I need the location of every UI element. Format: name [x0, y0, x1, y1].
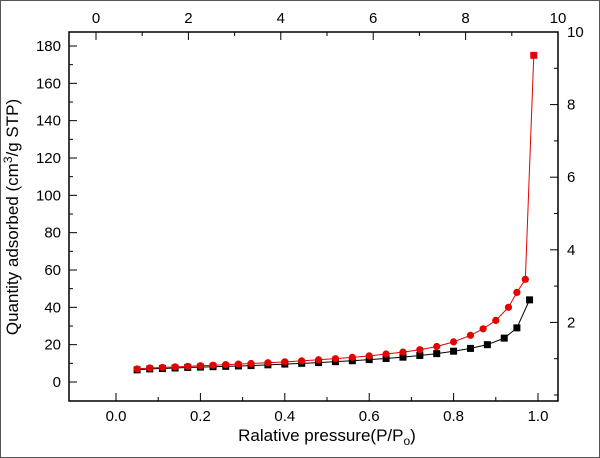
x-tick-label: 1.0 — [528, 408, 549, 425]
black-squares-isotherm-point — [399, 353, 407, 361]
red-circles-isotherm-point — [365, 352, 373, 360]
red-circles-isotherm-point — [450, 338, 458, 346]
right-tick-label: 8 — [567, 97, 575, 114]
red-circles-isotherm-point — [146, 364, 154, 372]
x-tick-label: 0.2 — [190, 408, 211, 425]
red-circles-isotherm-point — [184, 362, 192, 370]
red-circles-isotherm-point — [513, 288, 521, 296]
red-circles-isotherm-point — [348, 353, 356, 361]
top-tick-label: 8 — [461, 10, 469, 27]
y-tick-label: 180 — [36, 38, 61, 55]
top-tick-label: 4 — [277, 10, 285, 27]
black-squares-isotherm-point — [365, 356, 373, 364]
x-axis-title-sub: o — [403, 434, 410, 448]
plot-area: 0.0 0.2 0.4 0.6 0.8 1.00204060801001201401601… — [36, 10, 584, 425]
black-squares-isotherm-point — [483, 341, 491, 349]
red-circles-isotherm-point — [234, 360, 242, 368]
red-circles-isotherm-point — [196, 362, 204, 370]
red-circles-isotherm-point — [264, 359, 272, 367]
x-axis-title-pre: Ralative pressure(P/P — [238, 426, 403, 445]
red-circles-isotherm-point — [382, 350, 390, 358]
red-circles-isotherm-point — [530, 51, 538, 59]
y-tick-label: 100 — [36, 187, 61, 204]
red-circles-isotherm-point — [158, 363, 167, 372]
red-circles-isotherm-point — [209, 361, 217, 369]
y-axis-title: Quantity adsorbed (cm3/g STP) — [1, 99, 22, 335]
y-tick-label: 140 — [36, 113, 61, 130]
top-tick-label: 6 — [369, 10, 377, 27]
red-circles-isotherm-point — [281, 358, 289, 366]
red-circles-isotherm-point — [521, 275, 529, 283]
red-circles-isotherm-point — [399, 348, 407, 356]
red-circles-isotherm-line — [137, 55, 535, 370]
y-tick-label: 60 — [44, 262, 61, 279]
x-tick-label: 0.6 — [359, 408, 380, 425]
x-tick-label: 0.8 — [443, 408, 464, 425]
y-tick-label: 20 — [44, 337, 61, 354]
x-tick-label: 0.4 — [274, 408, 295, 425]
top-tick-label: 10 — [550, 10, 567, 27]
red-circles-isotherm-point — [492, 316, 500, 324]
red-circles-isotherm-point — [298, 357, 306, 365]
x-axis-title-post: ) — [410, 426, 416, 445]
y-tick-label: 120 — [36, 150, 61, 167]
red-circles-isotherm-point — [222, 361, 230, 369]
top-tick-label: 2 — [184, 10, 192, 27]
red-circles-isotherm-point — [247, 359, 255, 368]
red-circles-isotherm-point — [416, 346, 424, 354]
black-squares-isotherm-point — [433, 350, 441, 358]
red-circles-isotherm-point — [504, 303, 513, 311]
y-tick-label: 80 — [44, 225, 61, 242]
black-squares-isotherm-point — [416, 351, 424, 359]
black-squares-isotherm-point — [450, 347, 458, 355]
y-tick-label: 40 — [44, 299, 61, 316]
y-tick-label: 160 — [36, 75, 61, 92]
black-squares-isotherm-point — [466, 344, 474, 352]
red-circles-isotherm-point — [433, 342, 441, 351]
plot-frame — [68, 31, 559, 402]
right-tick-label: 6 — [567, 169, 575, 186]
x-axis-title: Ralative pressure(P/Po) — [238, 426, 416, 448]
top-tick-label: 0 — [92, 10, 100, 27]
y-axis-title-pre: Quantity adsorbed (cm — [3, 163, 22, 335]
red-circles-isotherm-point — [331, 355, 340, 363]
red-circles-isotherm-point — [466, 331, 475, 339]
black-squares-isotherm-point — [382, 354, 390, 362]
black-squares-isotherm-point — [526, 296, 534, 304]
black-squares-isotherm-point — [513, 324, 521, 332]
y-axis-title-post: /g STP) — [3, 99, 22, 157]
black-squares-isotherm-point — [500, 334, 508, 342]
right-tick-label: 4 — [567, 242, 575, 259]
right-tick-label: 10 — [567, 24, 584, 41]
y-axis-title-sup: 3 — [1, 156, 15, 163]
x-tick-label: 0.0 — [106, 408, 127, 425]
red-circles-isotherm-point — [171, 363, 179, 371]
red-circles-isotherm-point — [314, 356, 323, 364]
right-tick-label: 2 — [567, 314, 575, 331]
red-circles-isotherm-point — [479, 325, 487, 333]
red-circles-isotherm-point — [133, 365, 141, 373]
y-tick-label: 0 — [53, 374, 61, 391]
